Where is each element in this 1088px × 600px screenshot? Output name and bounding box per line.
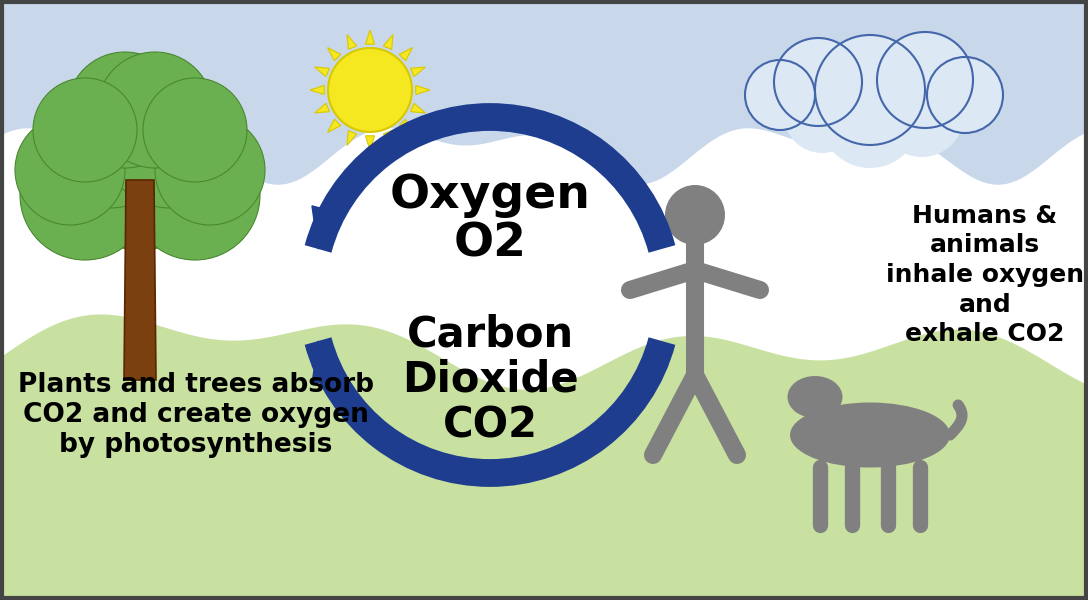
Polygon shape (0, 314, 1088, 600)
Circle shape (15, 115, 125, 225)
Ellipse shape (790, 403, 950, 467)
Circle shape (154, 115, 265, 225)
Polygon shape (347, 131, 357, 145)
Polygon shape (383, 35, 393, 49)
Polygon shape (366, 30, 374, 44)
Circle shape (143, 78, 247, 182)
Circle shape (67, 52, 183, 168)
Polygon shape (416, 85, 430, 95)
Polygon shape (347, 35, 357, 49)
Polygon shape (312, 341, 345, 384)
Polygon shape (310, 85, 324, 95)
Circle shape (880, 73, 964, 157)
Polygon shape (327, 47, 341, 61)
Circle shape (745, 60, 815, 130)
Polygon shape (312, 206, 345, 249)
Circle shape (784, 77, 860, 153)
Circle shape (129, 130, 260, 260)
Polygon shape (410, 67, 425, 77)
Circle shape (820, 68, 920, 168)
Circle shape (774, 38, 862, 126)
Text: Plants and trees absorb
CO2 and create oxygen
by photosynthesis: Plants and trees absorb CO2 and create o… (18, 372, 374, 458)
Polygon shape (314, 67, 330, 77)
Polygon shape (399, 119, 412, 133)
Circle shape (60, 90, 220, 250)
Polygon shape (0, 128, 1088, 600)
Circle shape (877, 32, 973, 128)
Circle shape (42, 72, 178, 208)
Text: Oxygen
O2: Oxygen O2 (390, 173, 591, 267)
Circle shape (97, 52, 213, 168)
Ellipse shape (788, 376, 842, 418)
Polygon shape (327, 119, 341, 133)
Circle shape (102, 72, 238, 208)
Circle shape (327, 48, 412, 132)
Polygon shape (383, 131, 393, 145)
Circle shape (815, 35, 925, 145)
Circle shape (927, 57, 1003, 133)
Circle shape (33, 78, 137, 182)
Polygon shape (314, 103, 330, 113)
Text: Carbon
Dioxide
CO2: Carbon Dioxide CO2 (401, 314, 579, 446)
Polygon shape (366, 136, 374, 150)
Polygon shape (399, 47, 412, 61)
Circle shape (665, 185, 725, 245)
Polygon shape (410, 103, 425, 113)
Text: Humans &
animals
inhale oxygen
and
exhale CO2: Humans & animals inhale oxygen and exhal… (886, 203, 1084, 346)
Circle shape (20, 130, 150, 260)
Polygon shape (124, 180, 156, 380)
